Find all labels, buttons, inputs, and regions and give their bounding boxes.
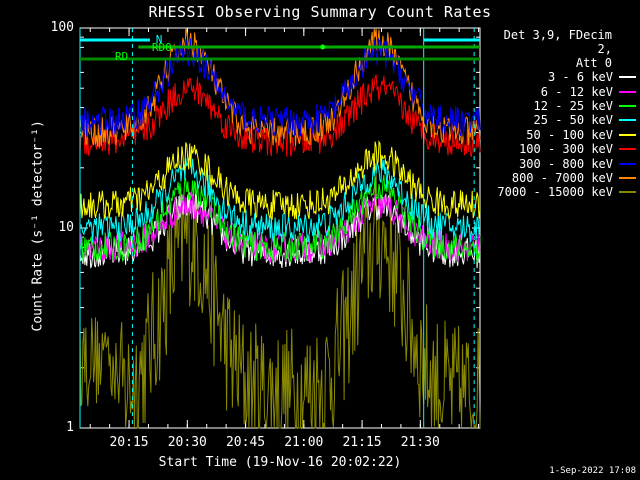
series-line	[79, 28, 481, 148]
legend-label: 3 - 6 keV	[547, 70, 613, 85]
legend-entry: 25 - 50 keV	[486, 113, 636, 127]
legend-label: 800 - 7000 keV	[511, 170, 613, 185]
legend-entry: 300 - 800 keV	[486, 156, 636, 171]
legend-swatch	[619, 119, 636, 122]
annotation-rd: RD	[115, 50, 128, 63]
annotation-rd0: RD0	[152, 41, 172, 54]
legend-swatch	[619, 191, 636, 194]
x-tick-label: 20:45	[225, 435, 266, 450]
y-tick-label: 10	[58, 220, 74, 235]
legend-swatch	[619, 162, 636, 165]
x-tick-label: 21:30	[400, 435, 440, 450]
legend-entry: 100 - 300 keV	[486, 142, 636, 156]
legend-label: 7000 - 15000 keV	[497, 185, 613, 200]
legend-swatch	[619, 76, 636, 79]
legend-header-line-2: Att 0	[575, 56, 612, 70]
timestamp: 1-Sep-2022 17:08	[549, 466, 636, 476]
legend-entry: 6 - 12 keV	[486, 84, 636, 99]
legend-label: 12 - 25 keV	[533, 98, 613, 113]
legend-swatch	[619, 176, 636, 179]
series-line	[79, 174, 481, 263]
series-line	[79, 172, 481, 429]
x-tick-label: 20:30	[167, 435, 207, 450]
series-line	[79, 140, 481, 220]
legend-swatch	[619, 133, 636, 136]
legend-label: 6 - 12 keV	[540, 84, 613, 99]
legend-label: 100 - 300 keV	[519, 142, 613, 157]
legend-entry: 3 - 6 keV	[486, 70, 636, 84]
legend-label: 25 - 50 keV	[533, 113, 613, 128]
annotation-n: N	[156, 33, 163, 46]
legend-entry: 7000 - 15000 keV	[486, 185, 636, 199]
legend-label: 300 - 800 keV	[519, 156, 613, 171]
legend-swatch	[619, 104, 636, 107]
legend-swatch	[619, 148, 636, 151]
legend-entry: 800 - 7000 keV	[486, 171, 636, 185]
x-tick-label: 21:15	[342, 435, 382, 450]
legend-header-line-1: Det 3,9, FDecim 2,	[503, 28, 612, 56]
x-tick-label: 21:00	[284, 435, 324, 450]
legend-swatch	[619, 90, 636, 93]
legend-label: 50 - 100 keV	[526, 127, 613, 142]
y-tick-label: 1	[66, 420, 74, 435]
legend-entry: 12 - 25 keV	[486, 99, 636, 113]
chart-title: RHESSI Observing Summary Count Rates	[148, 3, 492, 21]
y-tick-label: 100	[50, 20, 74, 35]
series-line	[79, 157, 481, 244]
legend: Det 3,9, FDecim 2, Att 0 3 - 6 keV 6 - 12…	[486, 28, 636, 200]
x-axis-label: Start Time (19-Nov-16 20:02:22)	[158, 455, 402, 470]
x-tick-label: 20:15	[109, 435, 149, 450]
legend-entry: 50 - 100 keV	[486, 128, 636, 142]
flag-marker	[320, 44, 326, 50]
series-line	[79, 37, 481, 137]
